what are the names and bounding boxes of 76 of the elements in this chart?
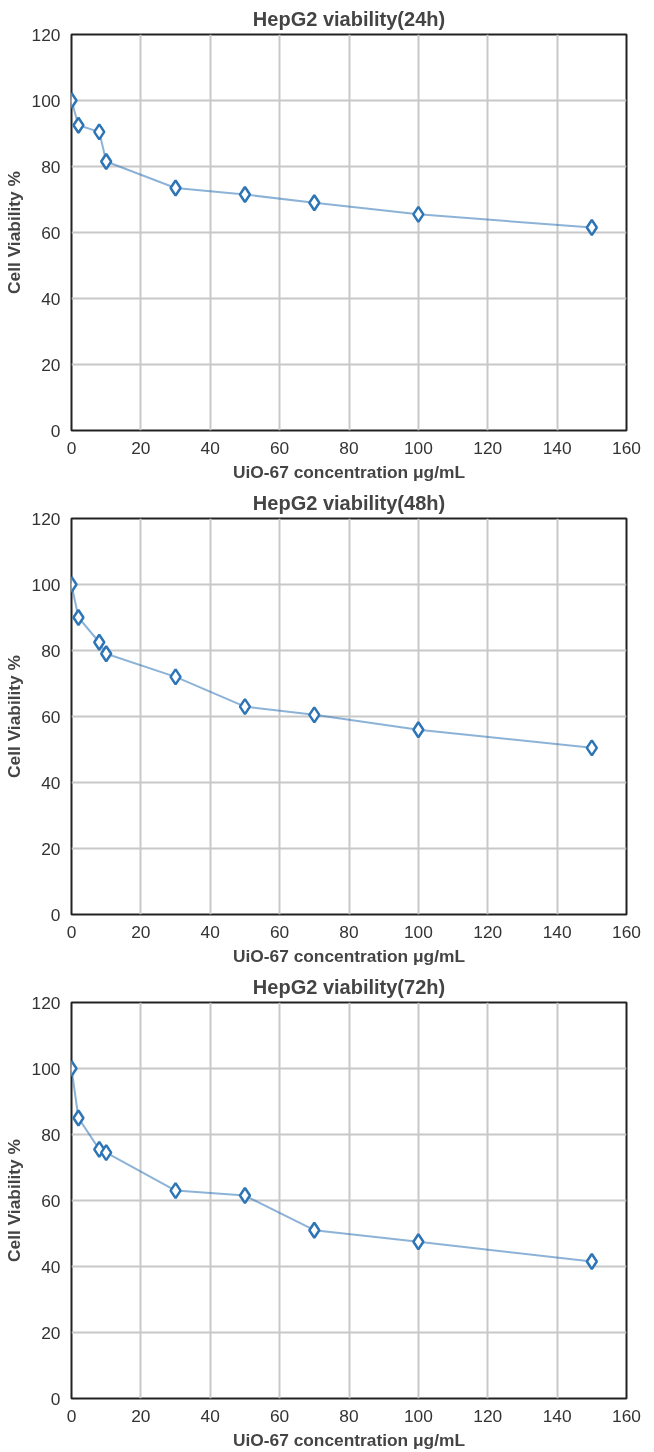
y-tick-label: 80	[41, 1124, 61, 1145]
y-tick-label: 20	[41, 354, 61, 375]
x-tick-label: 40	[200, 1405, 220, 1426]
x-axis-title: UiO-67 concentration μg/mL	[232, 1429, 466, 1450]
point	[72, 1109, 85, 1127]
x-tick-label: 160	[612, 437, 641, 458]
y-tick-label: 120	[31, 992, 61, 1013]
point	[585, 739, 599, 757]
y-tick-label: 40	[41, 1256, 61, 1277]
x-tick-label: 0	[66, 1405, 77, 1426]
point	[308, 1221, 321, 1239]
y-tick-label: 0	[50, 1388, 61, 1409]
point	[238, 1186, 252, 1205]
point	[93, 123, 106, 141]
chart-title: HepG2 viability(48h)	[252, 491, 446, 514]
point	[585, 218, 599, 237]
x-tick-label: 140	[542, 921, 572, 942]
x-tick-label: 160	[612, 1405, 641, 1426]
y-tick-label: 120	[31, 508, 61, 529]
y-tick-label: 120	[31, 24, 61, 45]
x-axis-title: UiO-67 concentration μg/mL	[232, 461, 466, 482]
x-tick-label: 60	[269, 921, 290, 942]
x-tick-label: 120	[473, 437, 503, 458]
x-tick-label: 120	[473, 1405, 503, 1426]
y-tick-label: 0	[50, 420, 61, 441]
x-tick-label: 100	[403, 921, 433, 942]
point	[308, 194, 321, 212]
x-tick-label: 80	[339, 1405, 359, 1426]
x-tick-label: 20	[131, 437, 151, 458]
x-tick-label: 40	[200, 921, 220, 942]
x-tick-label: 60	[269, 1405, 290, 1426]
point	[169, 668, 182, 686]
x-tick-label: 0	[66, 437, 77, 458]
x-tick-label: 140	[542, 437, 572, 458]
x-tick-label: 100	[403, 437, 433, 458]
point	[585, 1252, 599, 1271]
y-tick-label: 20	[41, 838, 61, 859]
point	[308, 706, 321, 724]
x-tick-label: 0	[66, 921, 77, 942]
x-tick-label: 20	[131, 1405, 151, 1426]
y-tick-label: 40	[41, 288, 61, 309]
point	[412, 1233, 425, 1251]
point	[99, 152, 113, 171]
y-tick-label: 60	[41, 1190, 61, 1211]
point	[169, 179, 182, 197]
y-tick-label: 20	[41, 1322, 61, 1343]
y-tick-label: 0	[50, 904, 61, 925]
point	[99, 1143, 113, 1162]
x-tick-label: 160	[612, 921, 641, 942]
point	[238, 697, 252, 716]
y-axis-title: Cell Viability %	[3, 1139, 24, 1262]
y-tick-label: 80	[41, 156, 61, 177]
y-tick-label: 80	[41, 640, 61, 661]
x-tick-label: 100	[403, 1405, 433, 1426]
y-tick-label: 100	[31, 574, 61, 595]
x-tick-label: 20	[131, 921, 151, 942]
x-tick-label: 60	[269, 437, 290, 458]
chart-title: HepG2 viability(24h)	[252, 7, 446, 30]
y-tick-label: 60	[41, 222, 61, 243]
x-axis-title: UiO-67 concentration μg/mL	[232, 945, 466, 966]
y-axis-title: Cell Viability %	[3, 655, 24, 778]
x-tick-label: 120	[473, 921, 503, 942]
x-tick-label: 80	[339, 921, 359, 942]
x-tick-label: 140	[542, 1405, 572, 1426]
x-tick-label: 80	[339, 437, 359, 458]
chart-title: HepG2 viability(72h)	[252, 975, 446, 998]
y-tick-label: 40	[41, 772, 61, 793]
y-tick-label: 100	[31, 1058, 61, 1079]
point	[238, 185, 252, 204]
y-axis-title: Cell Viability %	[3, 171, 24, 294]
y-tick-label: 60	[41, 706, 61, 727]
point	[93, 633, 106, 651]
y-tick-label: 100	[31, 90, 61, 111]
x-tick-label: 40	[200, 437, 220, 458]
point	[99, 645, 113, 663]
point	[72, 116, 85, 134]
